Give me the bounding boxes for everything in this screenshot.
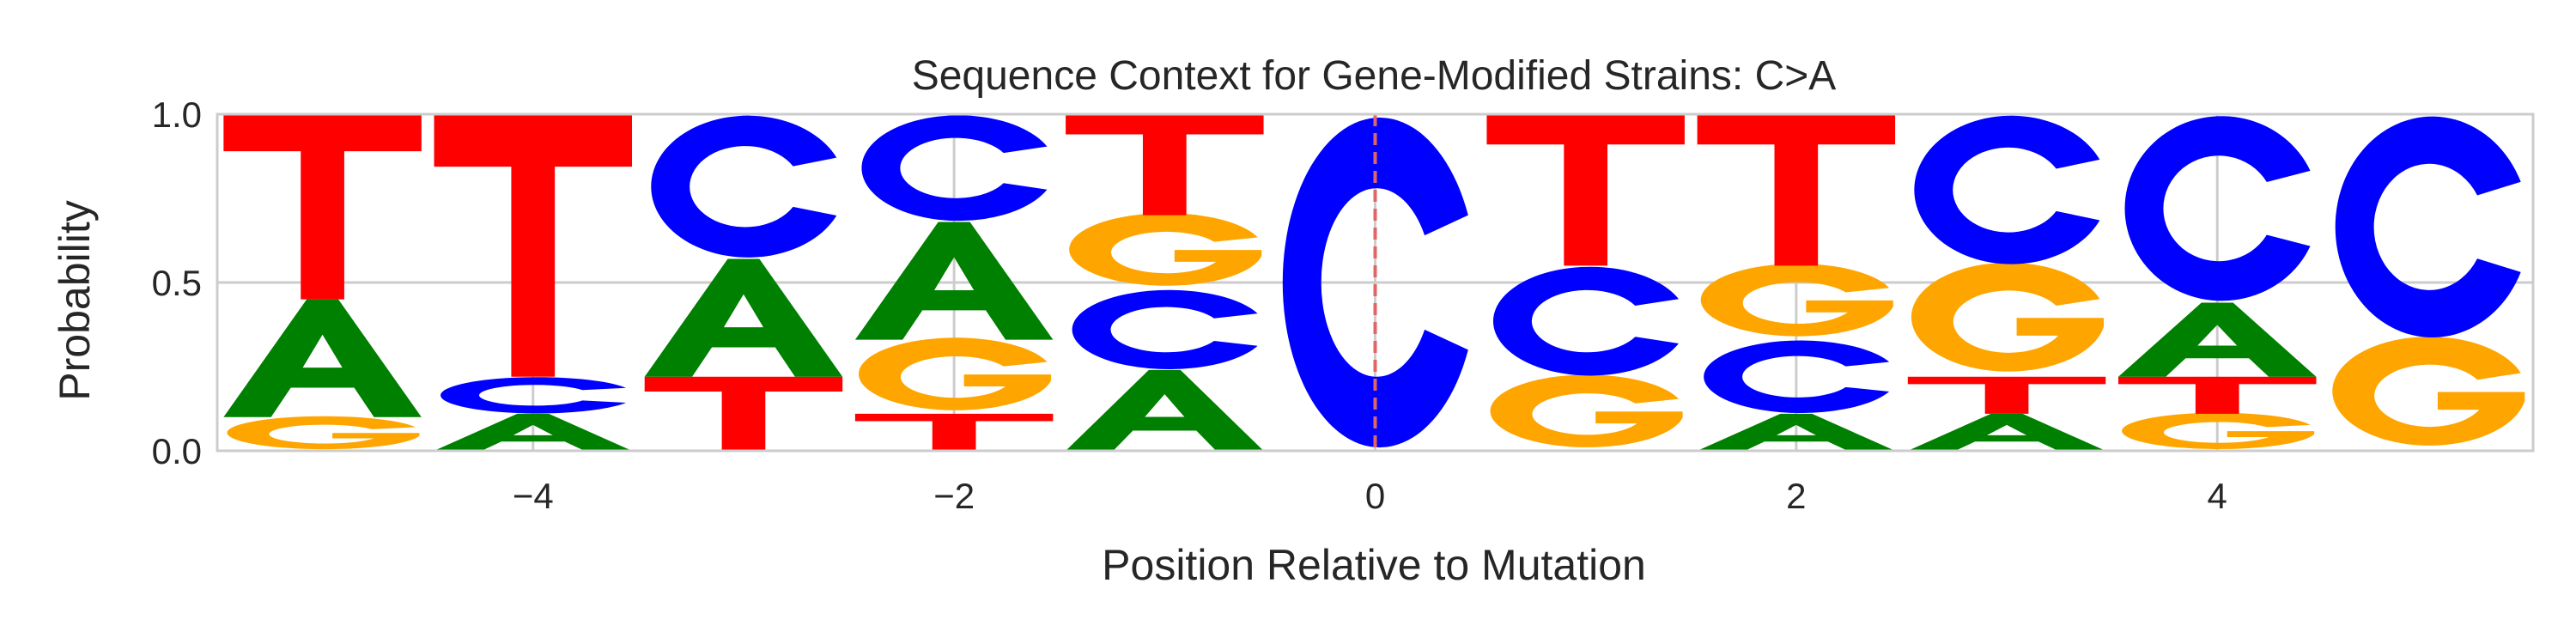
logo-letter-A — [644, 258, 843, 377]
logo-letter-A — [854, 222, 1054, 340]
logo-letter-G — [1911, 262, 2104, 372]
logo-letter-G — [2122, 412, 2315, 449]
logo-letter-C — [1914, 115, 2100, 264]
y-tick-label: 1.0 — [152, 94, 202, 135]
logo-letter-G — [227, 416, 420, 450]
x-tick-label: −4 — [513, 476, 554, 516]
chart-title: Sequence Context for Gene-Modified Strai… — [912, 53, 1837, 99]
logo-letter-C — [2335, 116, 2521, 338]
plot-frame — [216, 112, 2535, 453]
logo-letter-C — [2124, 116, 2311, 301]
logo-letter-T — [434, 114, 633, 377]
logo-letter-T — [2117, 376, 2317, 414]
x-axis-label: Position Relative to Mutation — [1102, 541, 1646, 589]
y-axis-label: Probability — [51, 200, 99, 400]
logo-letter-G — [1490, 374, 1683, 447]
logo-letter-C — [1704, 340, 1890, 414]
logo-letter-A — [223, 299, 422, 417]
logo-letter-G — [1069, 213, 1262, 286]
logo-stacks — [223, 114, 2525, 451]
x-tick-label: 4 — [2208, 476, 2227, 516]
logo-letter-C — [1492, 266, 1680, 376]
x-tick-label: 2 — [1786, 476, 1806, 516]
logo-letter-C — [861, 115, 1048, 222]
logo-letter-T — [1907, 376, 2106, 414]
logo-letter-C — [651, 115, 837, 258]
logo-letter-A — [1066, 369, 1264, 451]
logo-letter-T — [1697, 114, 1896, 266]
logo-letter-C — [1282, 117, 1468, 448]
logo-letter-G — [859, 337, 1052, 410]
logo-letter-G — [1700, 264, 1893, 337]
logo-letter-G — [2332, 337, 2525, 446]
logo-letter-T — [1486, 114, 1685, 266]
y-tick-label: 0.5 — [152, 263, 202, 303]
logo-letter-A — [1697, 413, 1896, 451]
logo-letter-A — [2117, 302, 2317, 377]
logo-letter-T — [854, 413, 1054, 451]
x-tick-label: 0 — [1365, 476, 1385, 516]
x-tick-label: −2 — [933, 476, 975, 516]
logo-letter-C — [440, 377, 627, 414]
logo-letter-A — [434, 413, 633, 451]
logo-letter-T — [1066, 114, 1264, 216]
logo-letter-C — [1072, 289, 1258, 369]
logo-letter-T — [644, 376, 843, 451]
y-tick-label: 0.0 — [152, 431, 202, 471]
y-tick-labels: 0.0 0.5 1.0 — [152, 94, 202, 471]
logo-letter-A — [1907, 413, 2106, 451]
logo-letter-T — [223, 114, 422, 300]
x-tick-labels: −4 −2 0 2 4 — [513, 476, 2227, 516]
